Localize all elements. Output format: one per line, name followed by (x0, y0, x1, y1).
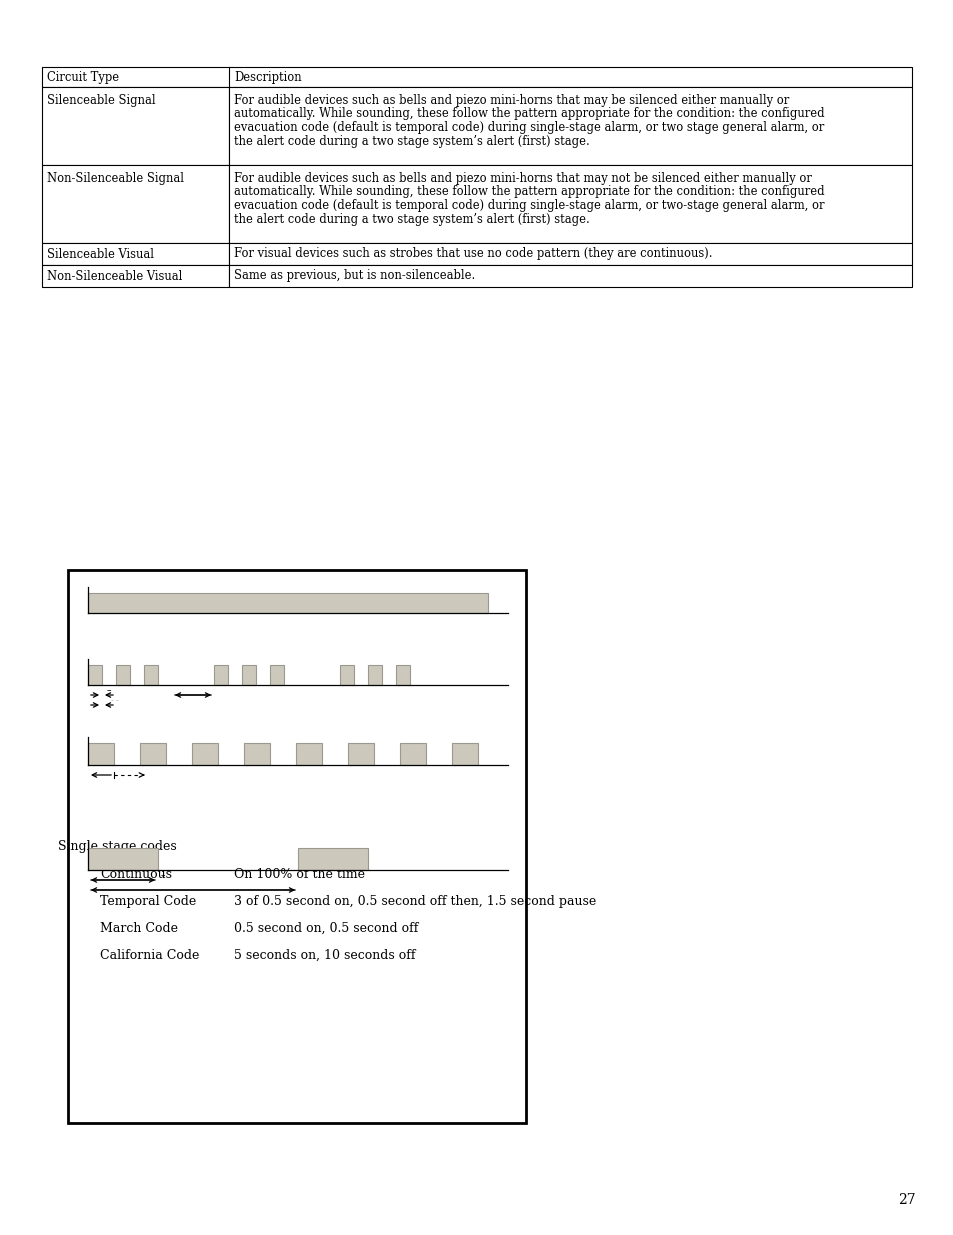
Bar (213, 664, 228, 685)
Bar (42, 86, 229, 165)
Bar (42, 67, 911, 86)
Text: the alert code during a two stage system’s alert (first) stage.: the alert code during a two stage system… (233, 212, 589, 226)
Bar (368, 664, 381, 685)
Bar (348, 743, 374, 764)
Text: Silenceable Visual: Silenceable Visual (47, 247, 153, 261)
Text: Temporal Code: Temporal Code (100, 895, 196, 908)
Text: –: – (161, 871, 165, 881)
Bar (229, 165, 911, 243)
Text: For audible devices such as bells and piezo mini-horns that may be silenced eith: For audible devices such as bells and pi… (233, 94, 788, 107)
Bar (242, 664, 255, 685)
Bar (229, 86, 911, 165)
Text: Circuit Type: Circuit Type (47, 70, 119, 84)
Text: Description: Description (233, 70, 301, 84)
Bar (270, 664, 284, 685)
Bar (229, 266, 911, 287)
Text: Continuous: Continuous (100, 868, 172, 881)
Text: –: – (107, 685, 112, 695)
Bar (339, 664, 354, 685)
Bar (192, 743, 218, 764)
Bar (297, 848, 368, 869)
Bar (140, 743, 166, 764)
Text: 5 seconds on, 10 seconds off: 5 seconds on, 10 seconds off (233, 948, 416, 962)
Bar (42, 243, 229, 266)
Bar (399, 743, 426, 764)
Bar (88, 593, 488, 613)
Text: automatically. While sounding, these follow the pattern appropriate for the cond: automatically. While sounding, these fol… (233, 185, 823, 199)
Text: California Code: California Code (100, 948, 199, 962)
Text: 27: 27 (898, 1193, 915, 1207)
Text: On 100% of the time: On 100% of the time (233, 868, 365, 881)
Bar (395, 664, 410, 685)
Bar (88, 743, 113, 764)
Text: evacuation code (default is temporal code) during single-stage alarm, or two-sta: evacuation code (default is temporal cod… (233, 199, 823, 212)
Text: Single stage codes: Single stage codes (58, 840, 176, 853)
Bar (68, 571, 525, 1123)
Bar (295, 743, 322, 764)
Text: Non-Silenceable Visual: Non-Silenceable Visual (47, 269, 182, 283)
Text: For audible devices such as bells and piezo mini-horns that may not be silenced : For audible devices such as bells and pi… (233, 172, 811, 185)
Bar (42, 165, 229, 243)
Text: 0.5 second on, 0.5 second off: 0.5 second on, 0.5 second off (233, 923, 418, 935)
Text: - -: - - (111, 697, 119, 705)
Text: automatically. While sounding, these follow the pattern appropriate for the cond: automatically. While sounding, these fol… (233, 107, 823, 121)
Bar (452, 743, 477, 764)
Text: Same as previous, but is non-silenceable.: Same as previous, but is non-silenceable… (233, 269, 475, 283)
Bar (42, 266, 229, 287)
Text: evacuation code (default is temporal code) during single-stage alarm, or two sta: evacuation code (default is temporal cod… (233, 121, 823, 135)
Text: For visual devices such as strobes that use no code pattern (they are continuous: For visual devices such as strobes that … (233, 247, 712, 261)
Bar (144, 664, 158, 685)
Text: the alert code during a two stage system’s alert (first) stage.: the alert code during a two stage system… (233, 135, 589, 147)
Text: March Code: March Code (100, 923, 178, 935)
Text: Non-Silenceable Signal: Non-Silenceable Signal (47, 172, 184, 185)
Bar (229, 243, 911, 266)
Text: 3 of 0.5 second on, 0.5 second off then, 1.5 second pause: 3 of 0.5 second on, 0.5 second off then,… (233, 895, 596, 908)
Text: Silenceable Signal: Silenceable Signal (47, 94, 155, 107)
Bar (88, 664, 102, 685)
Bar (116, 664, 130, 685)
Bar (88, 848, 158, 869)
Bar (244, 743, 270, 764)
